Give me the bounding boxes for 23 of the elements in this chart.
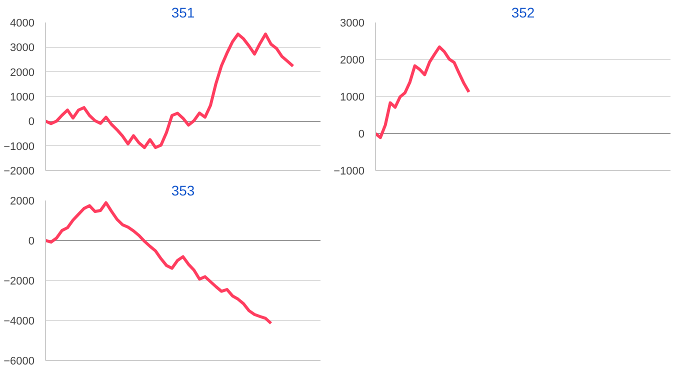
line-series [46, 32, 294, 150]
line-series [46, 201, 272, 325]
y-tick-label: 1000 [340, 92, 365, 104]
y-tick-label: 2000 [340, 54, 365, 66]
y-tick-label: −4000 [4, 316, 35, 328]
y-tick-label: 3000 [340, 18, 365, 30]
line-series [376, 45, 470, 140]
chart-title: 353 [171, 182, 195, 198]
y-tick-label: −2000 [4, 166, 35, 178]
chart-title: 352 [511, 4, 535, 20]
y-tick-label: 4000 [10, 18, 35, 30]
y-tick-label: 2000 [10, 196, 35, 208]
y-tick-label: −2000 [4, 276, 35, 288]
y-tick-label: 0 [28, 236, 35, 248]
y-tick-label: 1000 [10, 92, 35, 104]
y-tick-label: 3000 [10, 42, 35, 54]
y-tick-label: 2000 [10, 66, 35, 79]
y-tick-label: 0 [358, 128, 365, 140]
chart-title: 351 [171, 4, 195, 20]
y-tick-label: 0 [28, 116, 35, 128]
y-tick-label: −1000 [4, 140, 35, 153]
y-tick-label: −6000 [4, 356, 35, 368]
y-tick-label: −1000 [334, 166, 365, 178]
